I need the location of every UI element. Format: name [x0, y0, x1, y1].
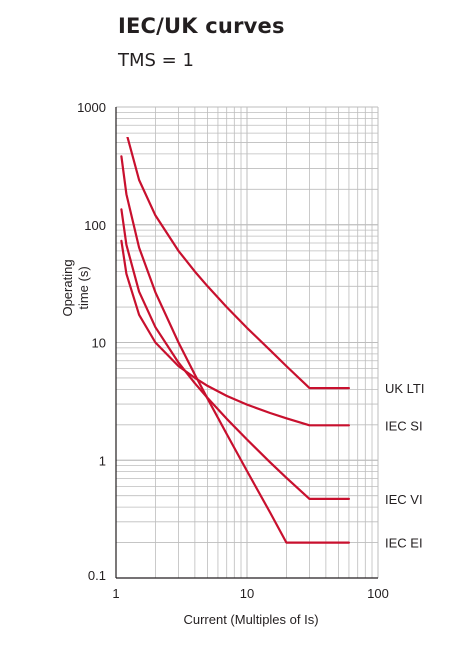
y-tick-label: 0.1	[88, 568, 106, 583]
series-label-uk-lti: UK LTI	[385, 381, 425, 396]
chart-series	[120, 137, 350, 544]
series-labels: UK LTI IEC SI IEC VI IEC EI	[385, 381, 425, 550]
y-axis-label-line-1: Operating	[60, 259, 75, 316]
chart-axes	[115, 107, 378, 579]
y-tick-label: 10	[92, 336, 106, 351]
y-tick-label: 100	[84, 218, 106, 233]
x-tick-label: 1	[112, 586, 119, 601]
page-title: IEC/UK curves	[118, 14, 285, 38]
page-subtitle: TMS = 1	[118, 50, 194, 71]
y-axis-label-line-2: time (s)	[76, 266, 91, 309]
y-tick-label: 1	[99, 453, 106, 468]
y-tick-label: 1000	[77, 100, 106, 115]
x-tick-labels: 1 10 100	[112, 586, 388, 601]
series-label-iec-vi: IEC VI	[385, 492, 423, 507]
series-line-uk-lti	[126, 137, 350, 390]
series-label-iec-si: IEC SI	[385, 418, 423, 433]
x-tick-label: 10	[240, 586, 254, 601]
series-line-iec-ei	[120, 155, 350, 544]
x-axis-label: Current (Multiples of Is)	[183, 612, 318, 627]
y-tick-labels: 0.1 1 10 100 1000	[77, 100, 106, 583]
series-label-iec-ei: IEC EI	[385, 536, 423, 551]
x-tick-label: 100	[367, 586, 389, 601]
series-line-iec-si	[120, 239, 350, 427]
y-axis-label: Operating time (s)	[60, 259, 91, 316]
